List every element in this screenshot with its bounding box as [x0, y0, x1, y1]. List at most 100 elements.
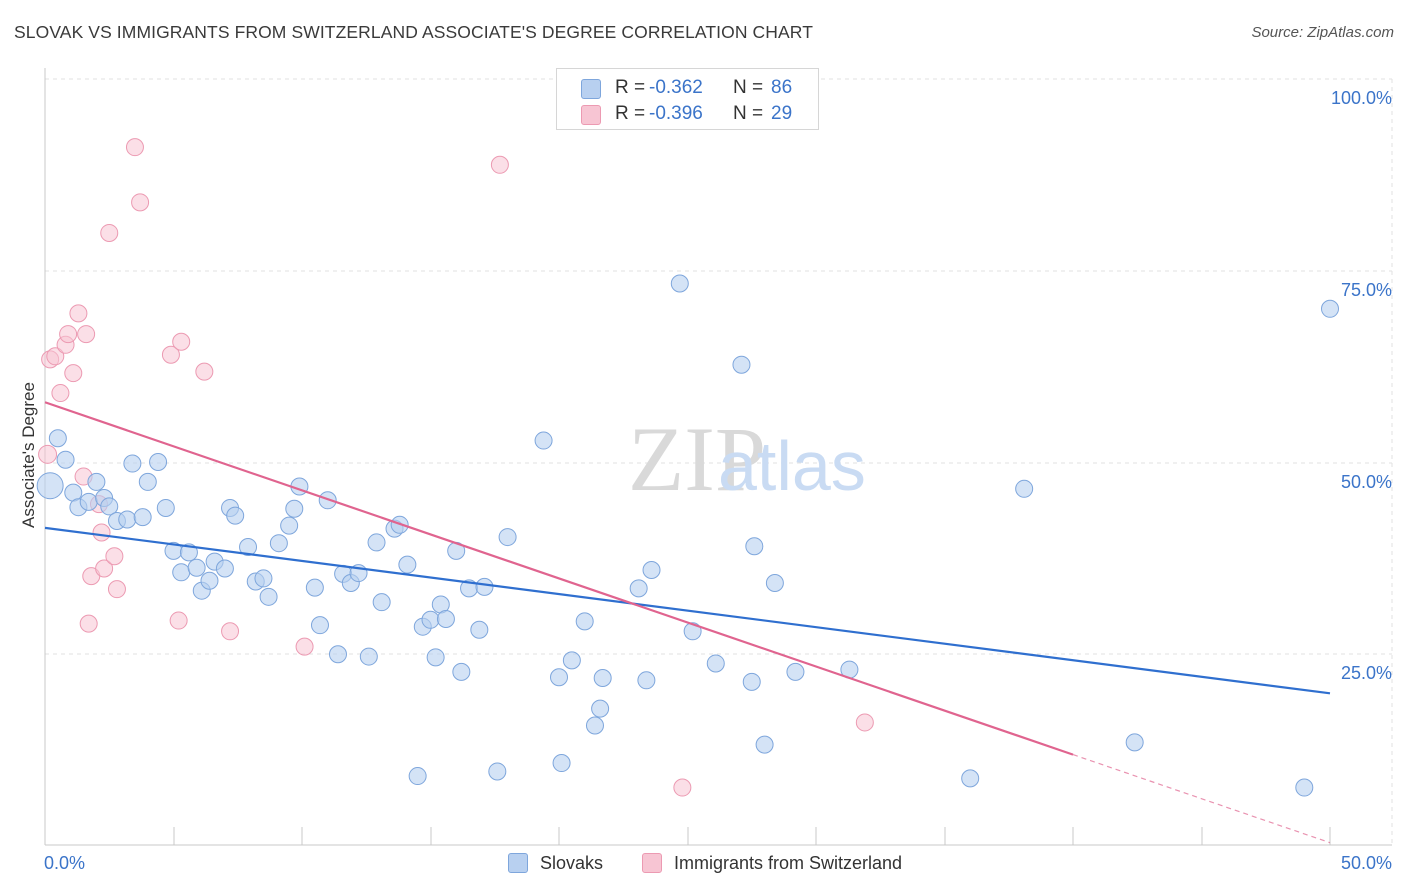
data-point-slovaks — [254, 569, 273, 588]
chart-title: SLOVAK VS IMMIGRANTS FROM SWITZERLAND AS… — [14, 22, 814, 42]
x-tick-label-max: 50.0% — [1341, 853, 1392, 873]
r-label: R = — [615, 77, 646, 98]
data-point-swiss — [673, 778, 692, 797]
source-label: Source: ZipAtlas.com — [1251, 24, 1394, 41]
data-point-slovaks — [187, 558, 206, 577]
data-point-slovaks — [593, 669, 612, 688]
data-point-slovaks — [629, 579, 648, 598]
data-point-slovaks — [488, 762, 507, 781]
data-point-swiss — [125, 138, 144, 157]
data-point-slovaks — [269, 534, 288, 553]
data-point-slovaks — [118, 510, 137, 529]
data-point-swiss — [172, 332, 191, 351]
data-point-slovaks — [470, 620, 489, 639]
data-point-swiss — [38, 444, 58, 464]
legend-label-slovaks: Slovaks — [540, 853, 604, 873]
legend-label-swiss: Immigrants from Switzerland — [674, 853, 903, 873]
data-point-slovaks — [172, 563, 191, 582]
data-point-swiss — [69, 304, 88, 323]
data-point-slovaks — [765, 574, 784, 593]
data-point-slovaks — [498, 528, 517, 547]
data-point-swiss — [855, 713, 874, 732]
data-point-slovaks — [310, 616, 329, 635]
data-point-swiss — [490, 155, 509, 174]
data-point-slovaks — [552, 754, 571, 773]
data-point-swiss — [92, 523, 111, 542]
data-point-swiss — [51, 384, 70, 403]
data-point-slovaks — [328, 645, 347, 664]
data-point-slovaks — [259, 587, 278, 606]
data-point-slovaks — [755, 735, 774, 754]
data-point-slovaks — [1295, 778, 1314, 797]
data-point-slovaks — [1125, 733, 1144, 752]
data-point-slovaks — [179, 543, 198, 562]
data-point-slovaks — [683, 622, 702, 641]
data-point-swiss — [195, 362, 214, 381]
data-point-slovaks — [48, 429, 67, 448]
data-point-slovaks — [1015, 479, 1034, 498]
data-point-swiss — [64, 364, 83, 383]
data-point-slovaks — [239, 538, 258, 557]
y-axis-label: Associate's Degree — [19, 382, 38, 528]
trend-line-slovaks — [44, 526, 1331, 695]
data-point-slovaks — [452, 662, 471, 681]
watermark-zip: ZIP — [628, 408, 766, 510]
data-point-slovaks — [280, 516, 299, 535]
n-label: N = — [733, 103, 764, 124]
data-point-slovaks — [562, 651, 581, 670]
data-point-swiss — [46, 347, 65, 366]
data-point-slovaks — [215, 559, 234, 578]
data-point-slovaks — [585, 716, 604, 735]
data-point-slovaks — [398, 555, 417, 574]
legend-swatch-swiss — [581, 105, 601, 125]
data-point-slovaks — [133, 508, 152, 527]
data-point-swiss — [79, 614, 98, 633]
data-point-slovaks — [100, 497, 119, 516]
data-point-swiss — [77, 325, 96, 344]
data-point-slovaks — [305, 578, 324, 597]
data-point-slovaks — [138, 472, 157, 491]
legend-swatch-swiss — [642, 853, 662, 873]
data-point-slovaks — [1321, 299, 1339, 318]
data-point-slovaks — [961, 769, 980, 788]
y-tick-label: 50.0% — [1341, 472, 1392, 492]
y-tick-label: 25.0% — [1341, 663, 1392, 683]
legend-swatch-slovaks — [508, 853, 528, 873]
correlation-legend: R = -0.362 N = 86 R = -0.396 N = 29 — [556, 68, 819, 130]
data-point-slovaks — [36, 472, 64, 500]
data-point-slovaks — [706, 654, 725, 673]
data-point-slovaks — [285, 499, 304, 518]
r-value: -0.362 — [649, 77, 703, 98]
data-point-slovaks — [408, 767, 427, 786]
data-point-slovaks — [732, 355, 751, 374]
data-point-slovaks — [149, 453, 168, 471]
n-value: 86 — [771, 77, 793, 98]
data-point-swiss — [107, 580, 126, 599]
data-point-slovaks — [156, 498, 175, 517]
data-point-slovaks — [426, 648, 445, 667]
data-point-slovaks — [200, 571, 219, 590]
y-tick-label: 75.0% — [1341, 280, 1392, 300]
data-point-slovaks — [367, 533, 386, 552]
data-point-swiss — [161, 345, 180, 364]
data-point-slovaks — [436, 610, 455, 629]
data-point-slovaks — [745, 537, 764, 556]
n-value: 29 — [771, 103, 793, 124]
r-value: -0.396 — [649, 103, 703, 124]
data-point-slovaks — [226, 506, 245, 525]
trend-line-swiss — [44, 401, 1074, 756]
legend-swatch-slovaks — [581, 79, 601, 99]
data-point-slovaks — [642, 561, 661, 580]
data-point-slovaks — [591, 699, 610, 718]
r-label: R = — [615, 103, 646, 124]
data-point-swiss — [221, 622, 240, 641]
watermark-atlas: atlas — [718, 427, 866, 505]
data-point-slovaks — [56, 450, 75, 469]
data-point-swiss — [100, 223, 119, 242]
data-point-swiss — [59, 325, 78, 344]
trend-line-swiss-extension — [1072, 754, 1331, 844]
data-point-slovaks — [372, 593, 391, 612]
series-slovak-points — [36, 274, 1339, 797]
data-point-swiss — [105, 547, 124, 566]
data-point-slovaks — [670, 274, 689, 293]
